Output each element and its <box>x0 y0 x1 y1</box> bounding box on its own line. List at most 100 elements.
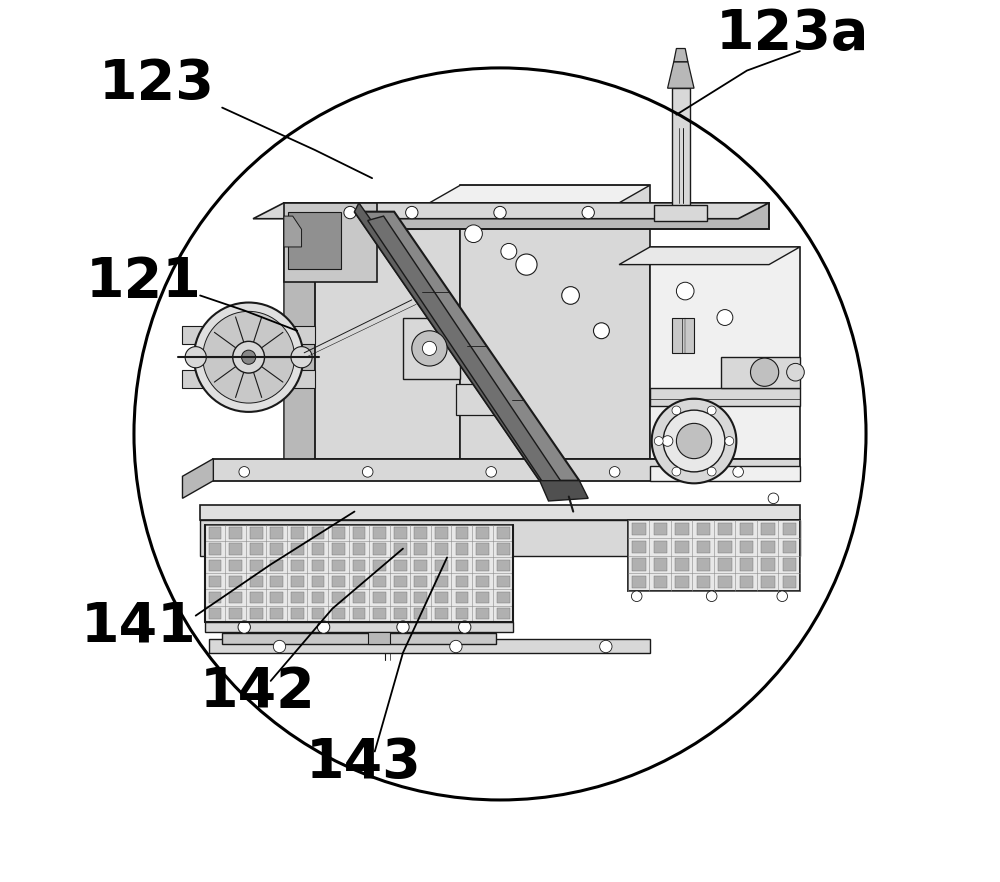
Polygon shape <box>394 559 407 571</box>
Polygon shape <box>291 543 304 555</box>
Polygon shape <box>312 543 324 555</box>
Circle shape <box>397 621 409 633</box>
Polygon shape <box>200 520 800 556</box>
Polygon shape <box>414 559 427 571</box>
Polygon shape <box>697 558 710 571</box>
Circle shape <box>273 640 286 653</box>
Polygon shape <box>414 527 427 539</box>
Circle shape <box>465 225 482 243</box>
Circle shape <box>450 640 462 653</box>
Circle shape <box>406 206 418 219</box>
Polygon shape <box>654 205 707 220</box>
Polygon shape <box>229 608 242 619</box>
Polygon shape <box>654 541 667 553</box>
Polygon shape <box>253 203 769 219</box>
Text: 142: 142 <box>200 665 316 720</box>
Polygon shape <box>229 543 242 555</box>
Circle shape <box>787 363 804 381</box>
Polygon shape <box>353 527 365 539</box>
Polygon shape <box>761 523 775 535</box>
Text: 123a: 123a <box>716 6 869 61</box>
Polygon shape <box>222 633 496 644</box>
Polygon shape <box>284 212 460 229</box>
Polygon shape <box>783 523 796 535</box>
Polygon shape <box>718 558 732 571</box>
Polygon shape <box>368 632 390 644</box>
Polygon shape <box>229 592 242 603</box>
Polygon shape <box>284 203 377 282</box>
Polygon shape <box>354 212 579 481</box>
Polygon shape <box>675 541 689 553</box>
Polygon shape <box>740 523 753 535</box>
Polygon shape <box>312 592 324 603</box>
Polygon shape <box>497 543 510 555</box>
Circle shape <box>750 358 779 386</box>
Circle shape <box>516 254 537 275</box>
Circle shape <box>717 310 733 325</box>
Polygon shape <box>250 527 263 539</box>
Polygon shape <box>332 527 345 539</box>
Polygon shape <box>632 558 646 571</box>
Polygon shape <box>497 608 510 619</box>
Polygon shape <box>456 592 468 603</box>
Circle shape <box>733 467 743 477</box>
Polygon shape <box>697 523 710 535</box>
Polygon shape <box>403 318 460 379</box>
Circle shape <box>412 331 447 366</box>
Circle shape <box>194 303 303 412</box>
Circle shape <box>777 591 788 602</box>
Polygon shape <box>476 559 489 571</box>
Polygon shape <box>312 576 324 587</box>
Polygon shape <box>332 576 345 587</box>
Polygon shape <box>675 558 689 571</box>
Polygon shape <box>284 216 302 247</box>
Circle shape <box>631 591 642 602</box>
Polygon shape <box>456 543 468 555</box>
Text: 121: 121 <box>85 255 201 310</box>
Polygon shape <box>718 576 732 588</box>
Polygon shape <box>205 622 513 632</box>
Polygon shape <box>672 318 694 353</box>
Circle shape <box>672 406 681 415</box>
Circle shape <box>706 591 717 602</box>
Polygon shape <box>783 576 796 588</box>
Polygon shape <box>312 608 324 619</box>
Text: 143: 143 <box>306 736 422 790</box>
Circle shape <box>652 399 736 483</box>
Polygon shape <box>540 481 588 501</box>
Polygon shape <box>429 185 650 203</box>
Polygon shape <box>718 523 732 535</box>
Polygon shape <box>332 559 345 571</box>
Polygon shape <box>435 559 448 571</box>
Polygon shape <box>435 608 448 619</box>
Polygon shape <box>270 527 283 539</box>
Text: 123: 123 <box>99 56 215 111</box>
Polygon shape <box>740 576 753 588</box>
Polygon shape <box>394 527 407 539</box>
Polygon shape <box>229 576 242 587</box>
Polygon shape <box>182 326 315 344</box>
Circle shape <box>600 640 612 653</box>
Polygon shape <box>353 576 365 587</box>
Polygon shape <box>783 541 796 553</box>
Polygon shape <box>414 608 427 619</box>
Circle shape <box>662 436 673 446</box>
Polygon shape <box>675 523 689 535</box>
Polygon shape <box>209 576 221 587</box>
Circle shape <box>362 467 373 477</box>
Polygon shape <box>632 576 646 588</box>
Polygon shape <box>497 527 510 539</box>
Polygon shape <box>619 247 800 265</box>
Circle shape <box>676 423 712 459</box>
Polygon shape <box>456 608 468 619</box>
Polygon shape <box>721 357 800 388</box>
Circle shape <box>494 206 506 219</box>
Circle shape <box>501 243 517 259</box>
Circle shape <box>768 493 779 504</box>
Polygon shape <box>435 576 448 587</box>
Polygon shape <box>373 576 386 587</box>
Polygon shape <box>250 559 263 571</box>
Polygon shape <box>414 543 427 555</box>
Polygon shape <box>209 608 221 619</box>
Polygon shape <box>270 559 283 571</box>
